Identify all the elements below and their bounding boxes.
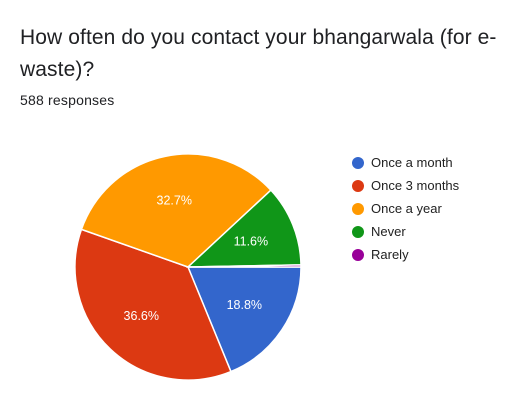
pie-slice-once-3-months[interactable] bbox=[74, 228, 232, 381]
pie-slice-once-a-year[interactable] bbox=[80, 153, 272, 268]
legend-item-rarely[interactable]: Rarely bbox=[352, 243, 459, 266]
legend-label: Once a month bbox=[371, 155, 453, 170]
legend-label: Rarely bbox=[371, 247, 409, 262]
legend-label: Once a year bbox=[371, 201, 442, 216]
pie-slice-once-a-month[interactable] bbox=[186, 266, 302, 373]
legend-swatch bbox=[352, 248, 364, 261]
question-title: How often do you contact your bhangarwal… bbox=[20, 26, 497, 81]
slice-label-once-a-year: 32.7% bbox=[157, 194, 192, 208]
legend-swatch bbox=[352, 156, 364, 169]
legend-swatch bbox=[352, 179, 364, 192]
pie-slice-never[interactable] bbox=[186, 189, 302, 268]
legend-item-once-a-year[interactable]: Once a year bbox=[352, 197, 459, 220]
legend-item-once-3-months[interactable]: Once 3 months bbox=[352, 174, 459, 197]
slice-label-never: 11.6% bbox=[234, 235, 269, 249]
legend-swatch bbox=[352, 202, 364, 215]
legend-label: Once 3 months bbox=[371, 178, 460, 193]
pie-slice-rarely[interactable] bbox=[187, 264, 302, 268]
slice-label-once-3-months: 36.6% bbox=[124, 309, 159, 323]
legend-item-once-a-month[interactable]: Once a month bbox=[352, 151, 459, 174]
slice-label-once-a-month: 18.8% bbox=[227, 298, 262, 312]
chart-legend: Once a month Once 3 months Once a year Neve… bbox=[352, 151, 459, 266]
response-count: 588 responses bbox=[20, 92, 115, 108]
legend-item-never[interactable]: Never bbox=[352, 220, 459, 243]
legend-label: Never bbox=[371, 224, 406, 239]
legend-swatch bbox=[352, 225, 364, 238]
